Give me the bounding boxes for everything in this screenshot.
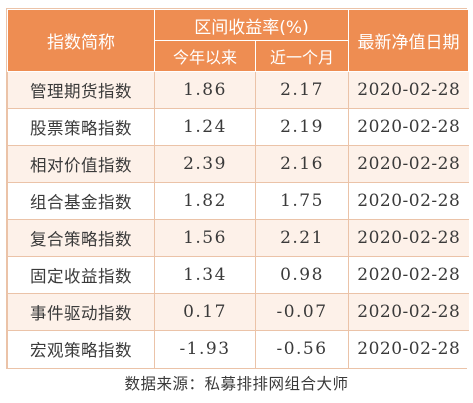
cell-month-return: 2.17 <box>254 71 349 109</box>
table-row: 相对价值指数 2.39 2.16 2020-02-28 <box>7 145 469 183</box>
cell-ytd-return: -1.93 <box>154 330 256 368</box>
header-ytd: 今年以来 <box>154 40 256 72</box>
cell-month-return: 2.16 <box>254 145 349 183</box>
cell-nav-date: 2020-02-28 <box>348 145 469 183</box>
index-return-table: 指数简称 区间收益率(%) 最新净值日期 今年以来 近一个月 管理期货指数 1.… <box>7 9 470 368</box>
cell-month-return: 2.21 <box>254 219 349 257</box>
cell-index-name: 固定收益指数 <box>7 256 155 294</box>
cell-month-return: 2.19 <box>254 108 349 146</box>
cell-index-name: 复合策略指数 <box>7 219 155 257</box>
cell-index-name: 股票策略指数 <box>7 108 155 146</box>
index-table-container: 指数简称 区间收益率(%) 最新净值日期 今年以来 近一个月 管理期货指数 1.… <box>6 8 470 369</box>
cell-nav-date: 2020-02-28 <box>348 108 469 146</box>
header-row-sub: 今年以来 近一个月 <box>8 40 469 72</box>
header-period-return: 区间收益率(%) <box>153 9 350 41</box>
table-row: 管理期货指数 1.86 2.17 2020-02-28 <box>7 71 469 109</box>
table-row: 股票策略指数 1.24 2.19 2020-02-28 <box>7 108 469 146</box>
cell-index-name: 事件驱动指数 <box>7 293 155 331</box>
cell-month-return: 0.98 <box>254 256 349 294</box>
table-row: 宏观策略指数 -1.93 -0.56 2020-02-28 <box>7 330 469 368</box>
table-row: 事件驱动指数 0.17 -0.07 2020-02-28 <box>7 293 469 331</box>
cell-index-name: 宏观策略指数 <box>7 330 155 368</box>
cell-ytd-return: 1.34 <box>154 256 256 294</box>
cell-ytd-return: 0.17 <box>154 293 256 331</box>
cell-index-name: 组合基金指数 <box>7 182 155 220</box>
header-last-month: 近一个月 <box>254 40 350 72</box>
cell-nav-date: 2020-02-28 <box>348 182 469 220</box>
cell-nav-date: 2020-02-28 <box>348 330 469 368</box>
cell-ytd-return: 1.24 <box>154 108 256 146</box>
cell-ytd-return: 1.56 <box>154 219 256 257</box>
cell-ytd-return: 1.82 <box>154 182 256 220</box>
header-row-top: 指数简称 区间收益率(%) 最新净值日期 <box>7 9 470 72</box>
cell-month-return: 1.75 <box>254 182 349 220</box>
cell-month-return: -0.56 <box>254 330 349 368</box>
cell-nav-date: 2020-02-28 <box>348 71 469 109</box>
cell-index-name: 相对价值指数 <box>7 145 155 183</box>
header-latest-nav-date: 最新净值日期 <box>348 9 470 72</box>
table-row: 组合基金指数 1.82 1.75 2020-02-28 <box>7 182 469 220</box>
header-index-name: 指数简称 <box>7 9 155 72</box>
cell-nav-date: 2020-02-28 <box>348 293 469 331</box>
table-row: 固定收益指数 1.34 0.98 2020-02-28 <box>7 256 469 294</box>
cell-ytd-return: 1.86 <box>154 71 256 109</box>
cell-index-name: 管理期货指数 <box>7 71 155 109</box>
data-source-note: 数据来源：私募排排网组合大师 <box>124 375 349 393</box>
cell-nav-date: 2020-02-28 <box>348 256 469 294</box>
cell-month-return: -0.07 <box>254 293 349 331</box>
cell-nav-date: 2020-02-28 <box>348 219 469 257</box>
table-row: 复合策略指数 1.56 2.21 2020-02-28 <box>7 219 469 257</box>
cell-ytd-return: 2.39 <box>154 145 256 183</box>
